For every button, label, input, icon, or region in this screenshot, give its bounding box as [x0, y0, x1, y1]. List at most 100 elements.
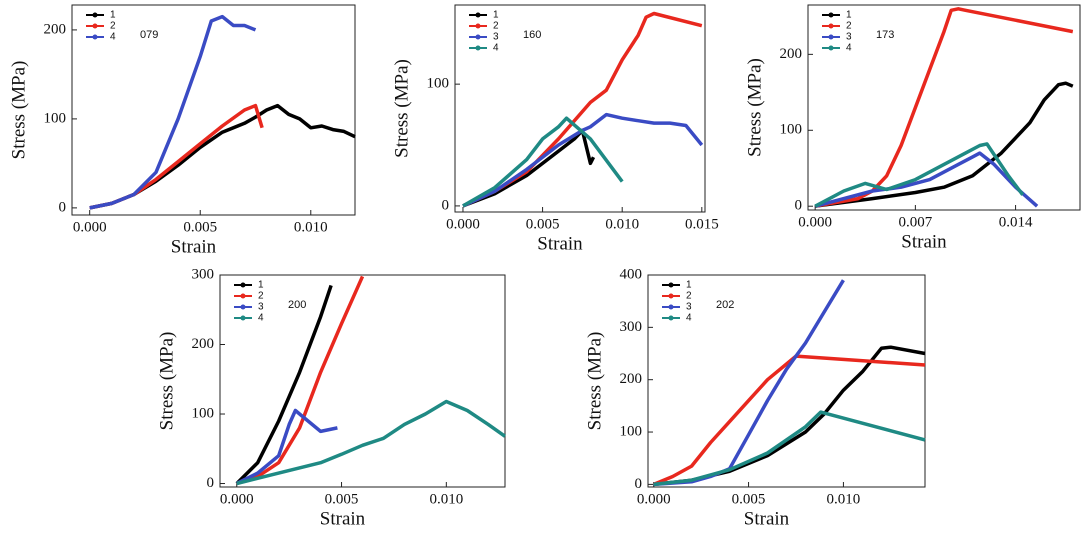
legend-marker: [668, 315, 674, 321]
y-axis-label: Stress (MPa): [156, 332, 177, 431]
x-tick-label: 0.014: [999, 214, 1033, 230]
legend-label: 1: [493, 10, 499, 21]
legend-label: 1: [258, 280, 264, 291]
data-line: [653, 354, 926, 487]
x-tick-label: 0.000: [446, 216, 480, 232]
y-tick-label: 100: [192, 405, 215, 421]
data-line: [814, 81, 1074, 208]
plot-frame: [454, 4, 706, 213]
y-axis-label: Stress (MPa): [744, 58, 765, 157]
legend-marker: [668, 304, 674, 310]
x-tick-label: 0.005: [183, 219, 217, 235]
x-axis-label: Strain: [320, 508, 366, 529]
legend-label: 3: [258, 302, 264, 313]
legend-label: 3: [846, 32, 852, 43]
y-tick-label: 0: [635, 476, 643, 492]
legend-label: 4: [110, 32, 116, 43]
y-tick-label: 100: [620, 423, 643, 439]
y-tick-label: 0: [795, 198, 803, 214]
legend-marker: [828, 12, 834, 18]
y-tick-label: 200: [780, 46, 803, 62]
legend-marker: [240, 282, 246, 288]
x-axis-label: Strain: [171, 236, 217, 257]
legend-label: 4: [846, 43, 852, 54]
data-line: [462, 128, 596, 208]
y-tick-label: 300: [192, 266, 215, 282]
data-line: [236, 408, 338, 486]
annotation: 079: [140, 29, 158, 41]
y-tick-label: 100: [427, 76, 450, 92]
data-line: [653, 410, 926, 487]
legend-label: 2: [258, 291, 264, 302]
legend-label: 4: [493, 43, 499, 54]
annotation: 200: [288, 299, 306, 311]
legend-label: 2: [686, 291, 692, 302]
plot-frame: [219, 274, 506, 488]
legend-marker: [475, 45, 481, 51]
legend-label: 1: [686, 280, 692, 291]
legend-marker: [475, 12, 481, 18]
legend-marker: [240, 293, 246, 299]
y-axis-label: Stress (MPa): [584, 332, 605, 431]
legend-label: 2: [110, 21, 116, 32]
legend-marker: [240, 315, 246, 321]
x-tick-label: 0.010: [429, 491, 463, 507]
legend-label: 3: [493, 32, 499, 43]
y-tick-label: 0: [442, 197, 450, 213]
x-tick-label: 0.000: [220, 491, 254, 507]
data-line: [814, 7, 1074, 208]
data-line: [462, 11, 703, 208]
legend-label: 4: [258, 313, 264, 324]
y-tick-label: 0: [207, 475, 215, 491]
legend-marker: [240, 304, 246, 310]
y-tick-label: 200: [44, 21, 67, 37]
data-line: [653, 279, 845, 487]
x-tick-label: 0.010: [294, 219, 328, 235]
data-line: [814, 142, 1025, 208]
data-line: [235, 284, 333, 485]
legend-marker: [828, 45, 834, 51]
x-tick-label: 0.005: [325, 491, 359, 507]
x-tick-label: 0.005: [732, 491, 766, 507]
legend-label: 3: [686, 302, 692, 313]
x-tick-label: 0.000: [637, 491, 671, 507]
data-line: [89, 14, 257, 210]
legend-label: 4: [686, 313, 692, 324]
legend-marker: [828, 34, 834, 40]
y-tick-label: 100: [780, 122, 803, 138]
y-axis-label: Stress (MPa): [8, 61, 29, 160]
x-axis-label: Strain: [901, 231, 947, 252]
x-tick-label: 0.007: [898, 214, 932, 230]
legend-marker: [668, 282, 674, 288]
data-line: [462, 116, 624, 208]
plot-frame: [647, 274, 926, 488]
x-axis-label: Strain: [744, 508, 790, 529]
data-line: [236, 399, 507, 486]
x-tick-label: 0.005: [526, 216, 560, 232]
legend-marker: [475, 23, 481, 29]
annotation: 202: [716, 299, 734, 311]
y-tick-label: 0: [59, 199, 67, 215]
data-line: [462, 112, 704, 208]
legend-marker: [668, 293, 674, 299]
data-line: [814, 151, 1039, 208]
y-tick-label: 400: [620, 266, 643, 282]
x-tick-label: 0.015: [685, 216, 719, 232]
legend-marker: [828, 23, 834, 29]
legend-marker: [92, 23, 98, 29]
y-tick-label: 300: [620, 319, 643, 335]
legend-label: 1: [846, 10, 852, 21]
y-tick-label: 100: [44, 110, 67, 126]
plot-frame: [71, 4, 356, 216]
plot-frame: [807, 4, 1081, 211]
y-tick-label: 200: [620, 371, 643, 387]
y-tick-label: 200: [192, 336, 215, 352]
annotation: 160: [523, 29, 541, 41]
annotation: 173: [876, 29, 894, 41]
x-tick-label: 0.000: [73, 219, 107, 235]
legend-label: 2: [846, 21, 852, 32]
legend-label: 2: [493, 21, 499, 32]
data-line: [89, 103, 356, 210]
legend-marker: [92, 34, 98, 40]
